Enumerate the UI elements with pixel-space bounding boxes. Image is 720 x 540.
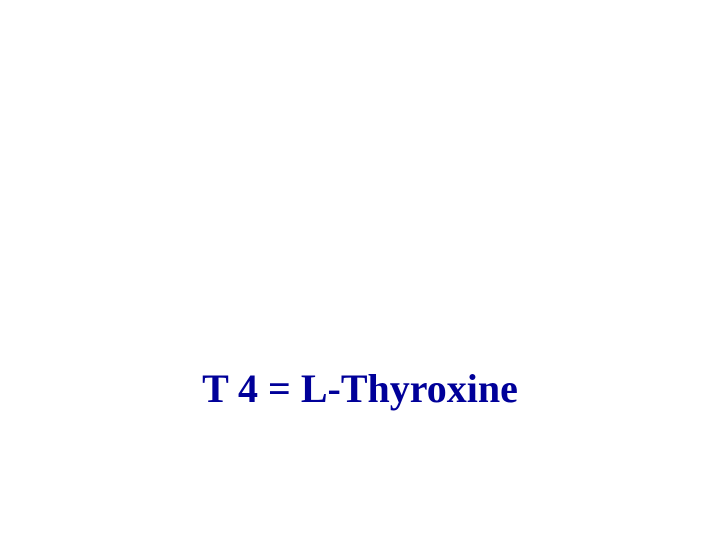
slide-text: T 4 = L-Thyroxine [202, 365, 518, 412]
